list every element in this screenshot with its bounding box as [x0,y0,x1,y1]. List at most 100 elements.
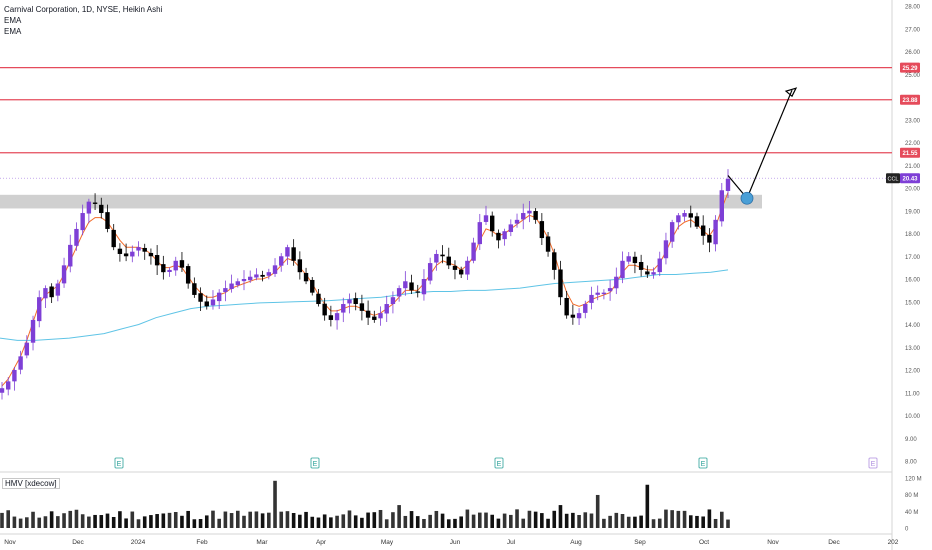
candle-up [223,288,228,292]
volume-bar [471,514,476,528]
volume-bar [422,518,426,528]
candle-down [415,291,420,293]
volume-bar [372,512,377,528]
ema-legend-2[interactable]: EMA [4,27,22,36]
resistance-price-label: 21.55 [902,151,918,157]
volume-bar [6,510,11,528]
volume-bar [453,518,457,528]
candle-down [632,256,638,264]
candle-down [297,259,303,273]
candle-up [384,304,389,314]
candle-up [508,224,514,232]
ema-lines [0,192,729,387]
volume-bar [366,512,370,528]
volume-bar [707,509,712,528]
candle-down [490,215,495,232]
earnings-marker [698,457,708,469]
candle-up [483,215,489,222]
price-tick-label: 23.00 [905,118,921,124]
earnings-marker-label: E [871,461,876,468]
symbol-title[interactable]: Carnival Corporation, 1D, NYSE, Heikin A… [4,5,163,14]
candle-up [216,292,222,302]
volume-bar [322,514,327,528]
candle-up [167,269,172,272]
volume-bar [719,511,724,528]
candle-up [465,260,470,275]
candle-down [409,282,414,291]
volume-bar [477,512,482,528]
earnings-marker [114,457,124,469]
resistance-price-tag [900,94,920,105]
earnings-marker [868,457,878,469]
volume-bar [353,515,358,528]
candle-down [105,212,110,229]
volume-bar [49,511,54,528]
ema-legend-1[interactable]: EMA [4,16,22,25]
volume-bar [670,510,674,528]
volume-bar [62,513,66,528]
candle-down [123,253,129,257]
earnings-marker-label: E [117,461,122,468]
volume-bar [167,512,172,528]
volume-bar [260,513,265,528]
volume-bar [639,515,643,528]
candle-down [496,232,501,241]
volume-bar [291,513,296,528]
time-axis[interactable]: Nov Dec 2024 Feb Mar Apr May Jun Jul Aug Sep Oct Nov… [4,539,899,546]
candle-down [688,213,693,218]
time-tick-label: Feb [196,539,208,546]
volume-bar [521,518,526,528]
volume-bar [43,516,48,528]
volume-bar [695,515,699,528]
time-tick-label: 2024 [131,539,146,546]
candle-up [657,258,662,273]
volume-bar [552,510,557,528]
volume-bar [540,513,544,528]
earnings-marker [494,457,504,469]
price-tick-label: 18.00 [905,232,921,238]
candle-down [452,265,458,270]
price-tick-label: 8.00 [905,460,917,466]
candle-up [583,304,588,313]
volume-bar [0,512,4,528]
candle-up [434,253,439,263]
volume-tick-label: 0 [905,527,909,533]
candle-up [6,381,11,390]
volume-bar [713,518,718,528]
volume-tick-label: 120 M [905,477,922,483]
candle-up [403,281,408,289]
candle-up [334,313,340,321]
resistance-price-tag [900,62,920,73]
resistance-price-label: 25.29 [902,66,918,72]
candle-up [471,242,476,261]
resistance-levels [0,67,892,179]
candle-down [198,293,203,302]
volume-legend[interactable]: HMV [xdecow] [2,478,60,489]
volume-bar [31,511,35,528]
price-tick-label: 20.00 [905,187,921,193]
volume-bar [130,511,135,528]
volume-bar [99,515,104,528]
volume-bar [74,509,79,528]
candle-up [0,388,5,393]
price-tick-label: 14.00 [905,323,921,329]
time-tick-label: Jul [507,539,516,546]
candle-down [316,293,321,305]
time-tick-label: Aug [570,539,582,546]
volume-bar [509,514,513,528]
candle-down [694,216,700,227]
candle-up [601,292,607,295]
candle-up [173,260,178,271]
volume-bar [298,514,302,528]
volume-bar [18,518,23,528]
volume-bar [304,511,308,528]
volume-bar [279,511,284,528]
candle-up [576,313,582,319]
price-axis[interactable]: 28.0027.0026.0025.0024.0023.0022.0021.00… [886,5,921,466]
volume-bar [118,511,122,528]
candle-down [533,211,538,220]
candle-up [477,222,482,245]
candle-down [154,255,160,266]
candle-down [161,264,166,273]
